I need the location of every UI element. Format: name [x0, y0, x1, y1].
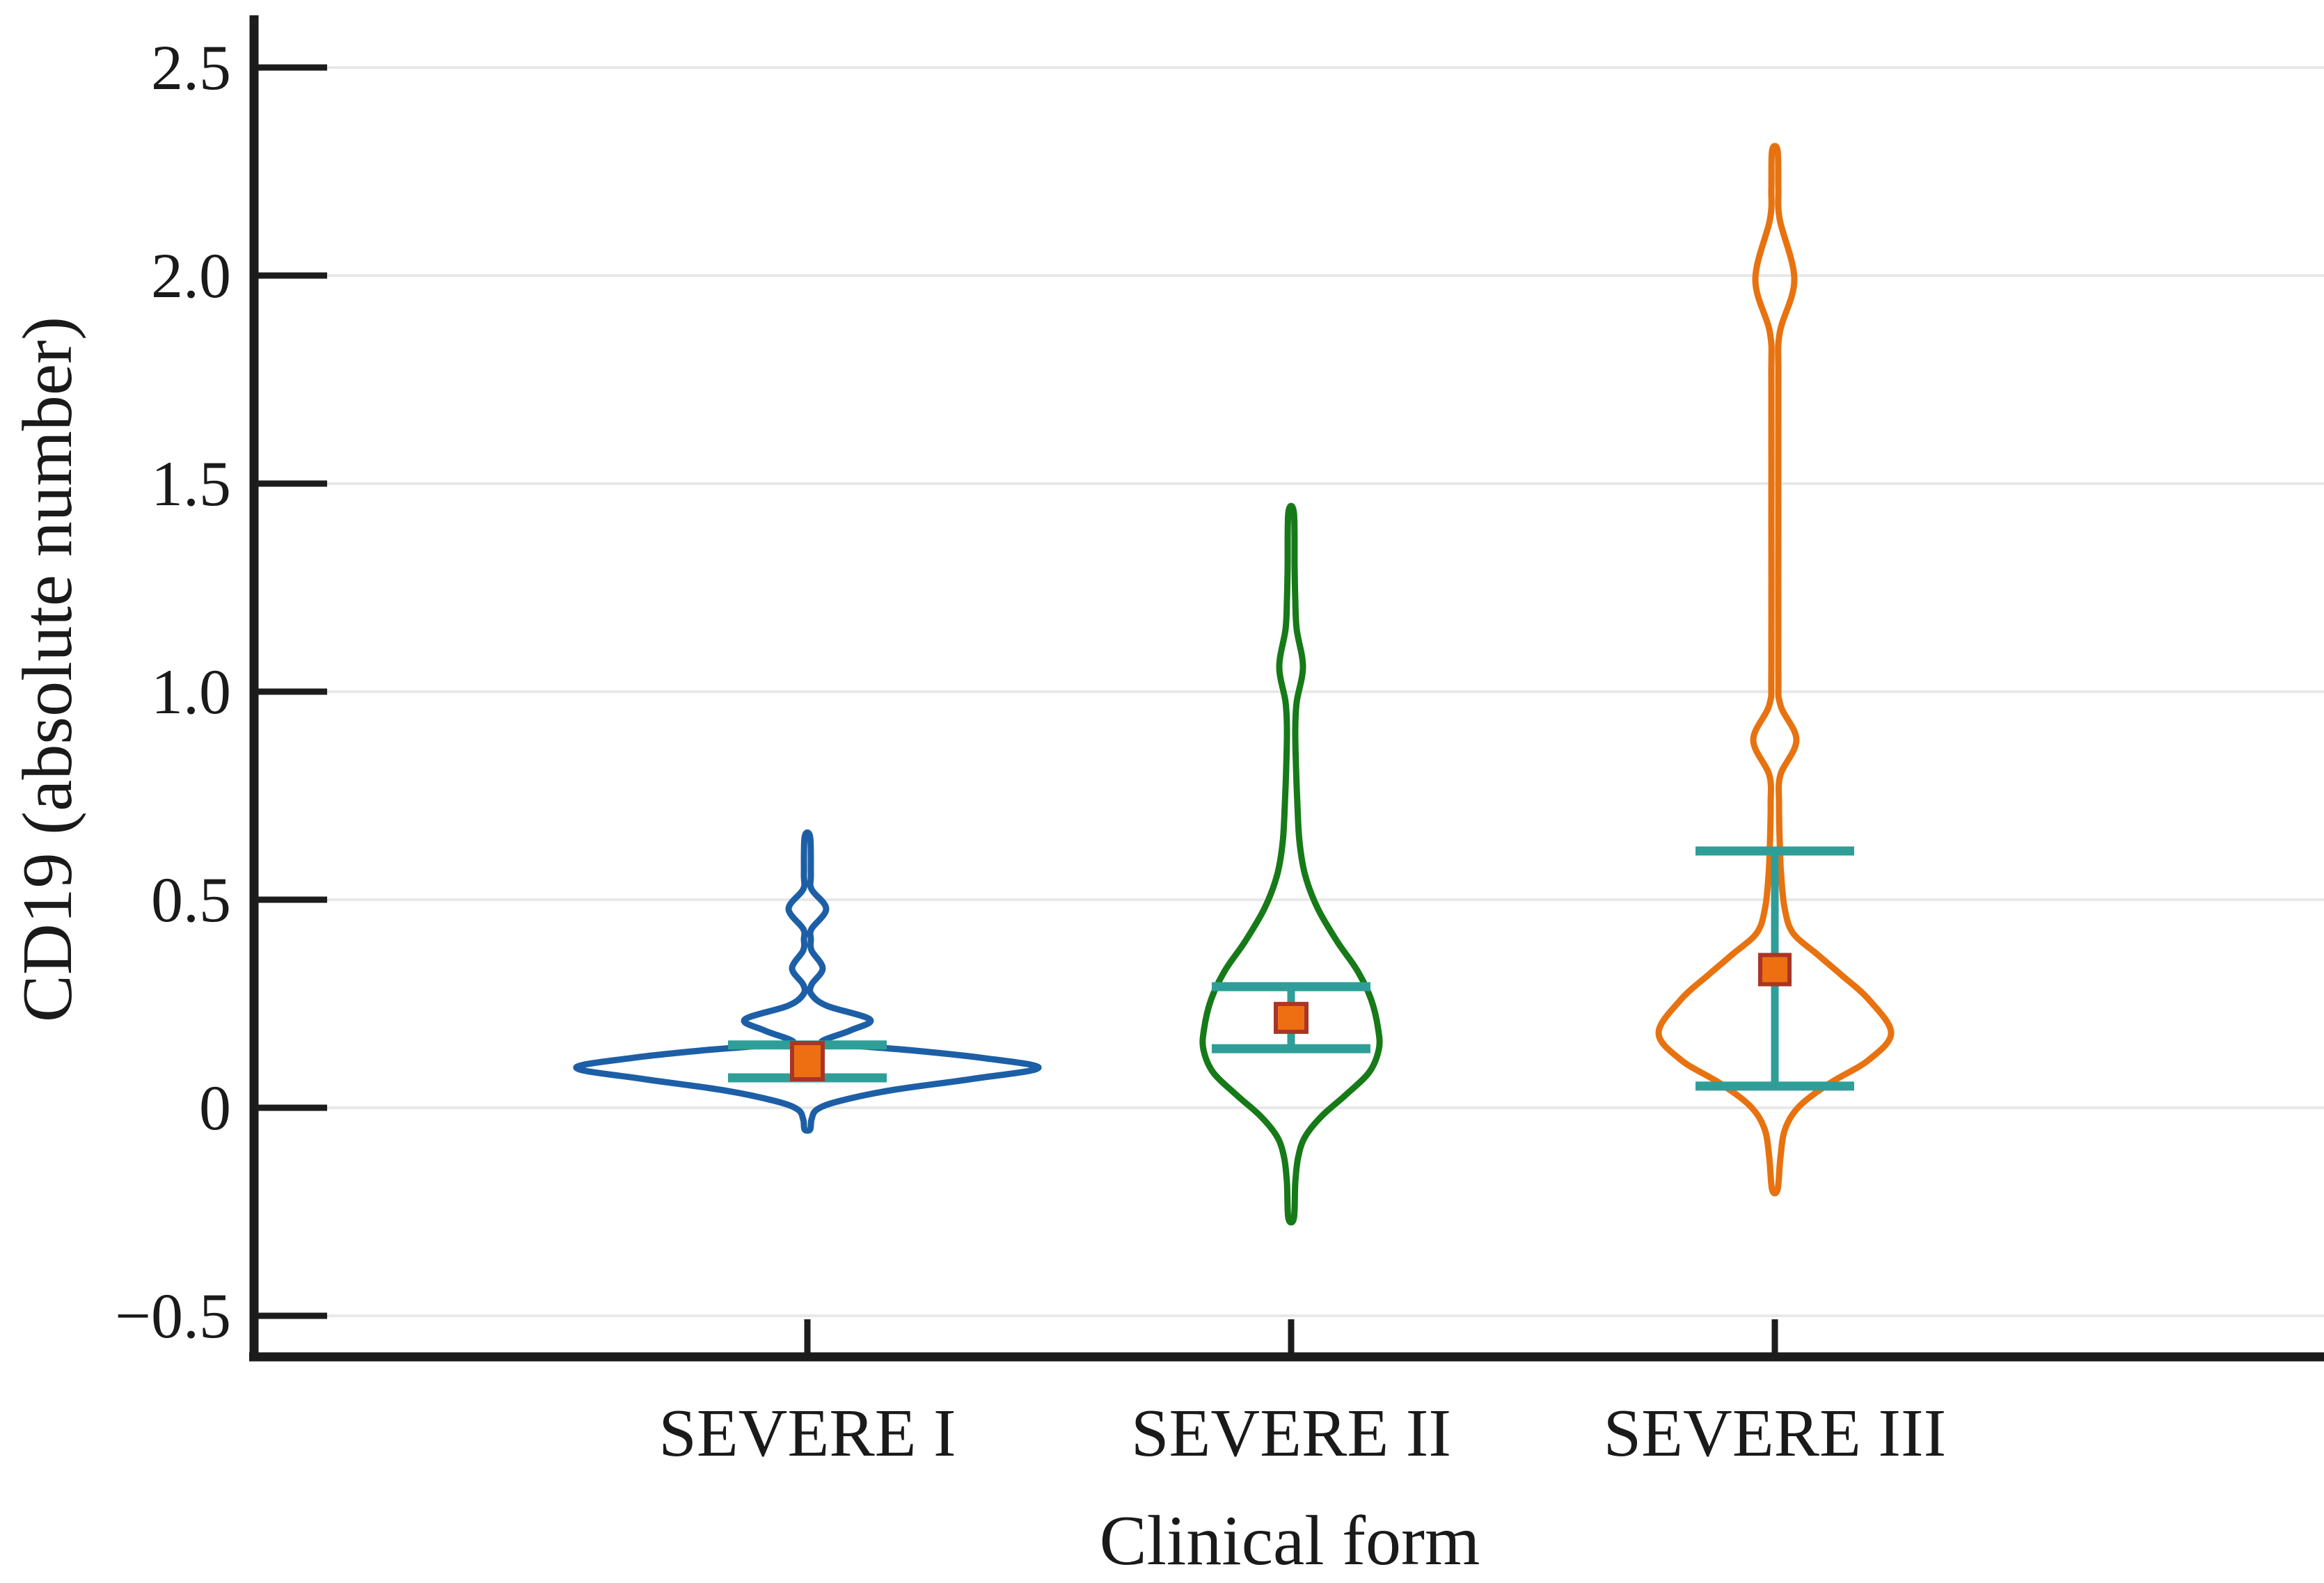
y-tick-label: 2.0 [151, 240, 231, 311]
x-axis-title: Clinical form [1100, 1502, 1480, 1580]
grid-layer [258, 66, 2324, 1317]
mean-marker-severe-iii [1758, 953, 1792, 987]
violin-severe-ii [1199, 502, 1383, 1226]
y-axis-title: CD19 (absolute number) [8, 317, 87, 1022]
y-tick-label: −0.5 [115, 1280, 231, 1351]
axis-layer [249, 15, 2324, 1362]
y-tick-label: 0 [199, 1072, 231, 1143]
y-tick-label: 1.0 [151, 656, 231, 727]
x-category-label-severe-iii: SEVERE III [1604, 1396, 1947, 1471]
mean-marker-severe-ii [1274, 1001, 1309, 1034]
violin-severe-i [573, 829, 1042, 1134]
y-tick-label: 2.5 [151, 32, 231, 103]
x-category-label-severe-i: SEVERE I [658, 1396, 956, 1471]
x-category-label-severe-ii: SEVERE II [1131, 1396, 1451, 1471]
violin-layer [573, 143, 1895, 1226]
whisker-layer [728, 846, 1854, 1091]
label-layer: CD19 (absolute number) Clinical form 2.5… [8, 32, 1946, 1580]
y-tick-label: 0.5 [151, 864, 231, 935]
mean-marker-severe-i [790, 1041, 825, 1082]
y-tick-label: 1.5 [151, 448, 231, 519]
violin-severe-iii [1655, 143, 1895, 1197]
marker-layer [790, 953, 1792, 1082]
